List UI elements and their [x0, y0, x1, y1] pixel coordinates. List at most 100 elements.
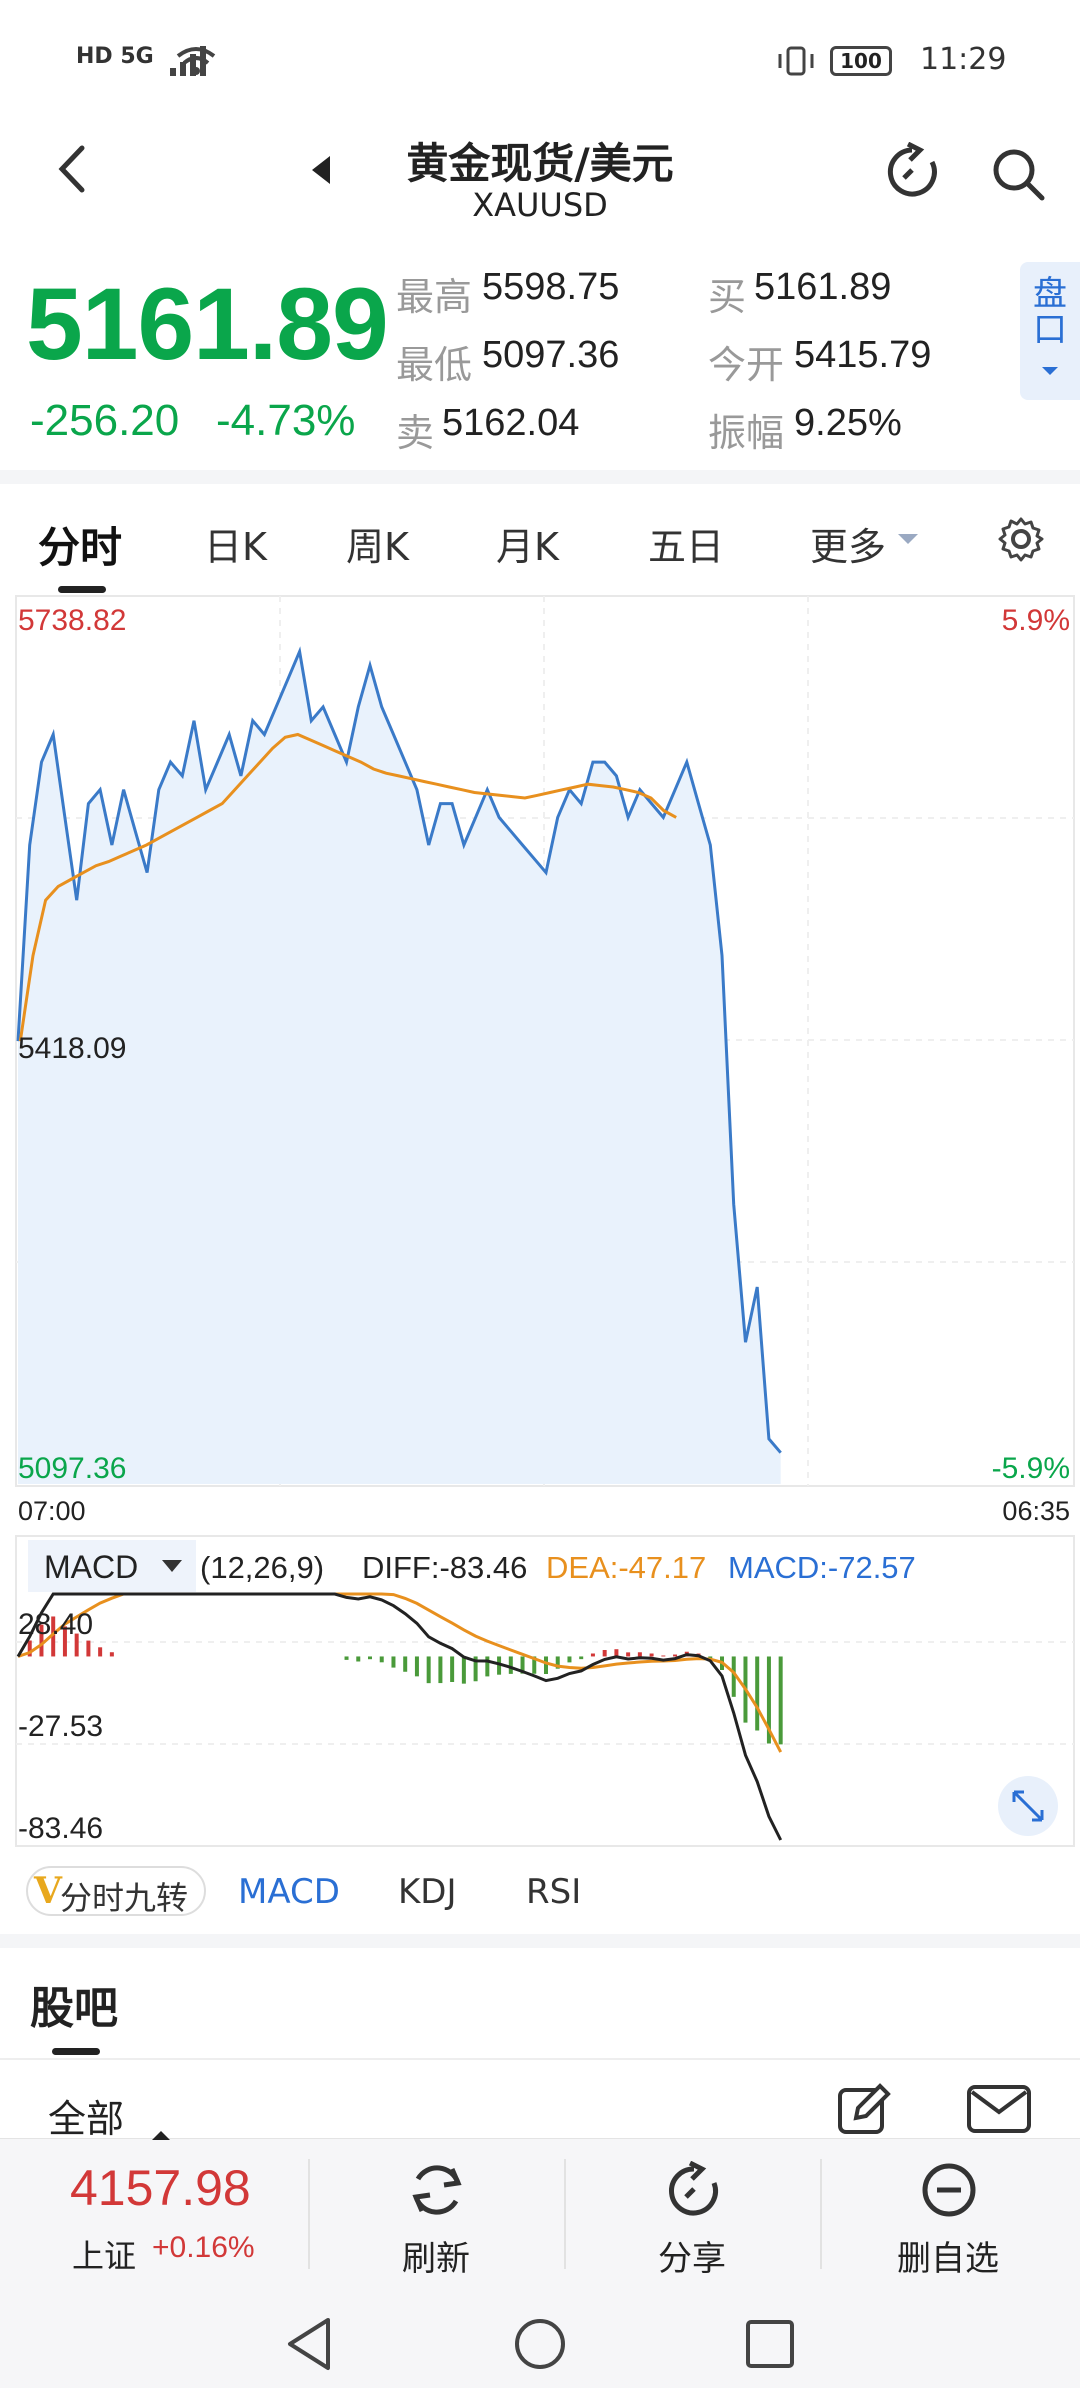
x-axis-end-label: 06:35 — [1002, 1496, 1070, 1526]
amplitude-label: 振幅 — [708, 411, 785, 455]
sell-value: 5162.04 — [442, 402, 580, 444]
caret-down-icon — [1042, 367, 1058, 375]
remove-favorite-label: 删自选 — [897, 2239, 999, 2279]
buy-label: 买 — [708, 275, 747, 319]
battery-icon: 100 — [830, 46, 892, 76]
refresh-icon — [412, 2165, 462, 2215]
current-price: 5161.89 — [26, 267, 389, 381]
divider — [0, 1934, 1080, 1948]
guba-filter-all[interactable]: 全部 — [48, 2097, 125, 2141]
index-change: +0.16% — [152, 2231, 255, 2264]
pankou-label: 盘口 — [1033, 274, 1067, 350]
nav-home-icon[interactable] — [512, 2316, 568, 2372]
refresh-button[interactable]: 刷新 — [336, 2139, 536, 2299]
index-value[interactable]: 4157.98 — [70, 2160, 251, 2216]
system-nav-bar — [0, 2298, 1080, 2388]
vibrate-icon — [778, 46, 814, 76]
divider — [0, 2058, 1080, 2060]
divider — [564, 2159, 566, 2269]
price-line — [16, 646, 782, 1454]
share-button[interactable]: 分享 — [592, 2139, 792, 2299]
y-axis-mid-label: 5418.09 — [18, 1032, 126, 1065]
macd-diff: DIFF:-83.46 — [362, 1550, 527, 1585]
back-icon[interactable] — [54, 144, 90, 194]
minus-circle-icon — [922, 2163, 976, 2217]
pankou-button[interactable]: 盘口 — [1020, 262, 1080, 400]
nine-turn-label: 分时九转 — [60, 1879, 189, 1917]
refresh-label: 刷新 — [402, 2239, 470, 2279]
macd-selector[interactable]: MACD — [44, 1549, 138, 1585]
price-area — [18, 651, 781, 1484]
header: 黄金现货/美元 XAUUSD — [0, 120, 1080, 250]
macd-chart: MACD (12,26,9) DIFF:-83.46 DEA:-47.17 MA… — [15, 1535, 1075, 1847]
remove-favorite-button[interactable]: 删自选 — [848, 2139, 1048, 2299]
macd-y-top: 28.40 — [18, 1608, 93, 1641]
divider — [820, 2159, 822, 2269]
amplitude-value: 9.25% — [794, 402, 902, 444]
macd-y-bottom: -83.46 — [18, 1812, 103, 1845]
average-line — [18, 732, 677, 1042]
price-change-pct: -4.73% — [216, 396, 356, 445]
tab-monthly-k[interactable]: 月K — [496, 525, 559, 569]
open-label: 今开 — [708, 343, 785, 387]
price-marks — [16, 646, 782, 1484]
macd-y-mid: -27.53 — [18, 1710, 103, 1743]
tab-indicator — [58, 586, 106, 593]
network-indicator: HD 5G — [76, 44, 154, 69]
divider — [0, 470, 1080, 484]
price-change: -256.20 — [30, 396, 180, 445]
share-icon — [669, 2161, 718, 2216]
gear-icon[interactable] — [998, 516, 1044, 562]
indicator-tab-rsi[interactable]: RSI — [526, 1872, 582, 1912]
indicator-tabs: V 分时九转 MACD KDJ RSI — [0, 1850, 1080, 1934]
macd-caret-icon — [162, 1560, 182, 1572]
more-caret-icon — [898, 534, 918, 544]
status-bar: HD 5G 100 11:29 — [0, 0, 1080, 120]
x-axis-start-label: 07:00 — [18, 1496, 86, 1526]
guba-indicator — [52, 2048, 100, 2055]
tab-daily-k[interactable]: 日K — [204, 525, 267, 569]
y-axis-top-label: 5738.82 — [18, 604, 126, 637]
wifi-icon — [176, 47, 216, 75]
edit-icon[interactable] — [836, 2080, 892, 2136]
nav-recents-icon[interactable] — [744, 2318, 796, 2370]
price-chart: 5738.82 5.9% 5418.09 5097.36 -5.9% 07:00… — [15, 595, 1075, 1526]
search-icon[interactable] — [990, 146, 1046, 202]
divider — [308, 2159, 310, 2269]
macd-dea: DEA:-47.17 — [546, 1550, 706, 1585]
share-label: 分享 — [658, 2239, 726, 2279]
low-label: 最低 — [396, 343, 473, 387]
nine-turn-button[interactable]: V 分时九转 — [26, 1866, 206, 1917]
v-icon: V — [34, 1870, 62, 1912]
sell-label: 卖 — [396, 411, 435, 455]
period-tabs: 分时 日K 周K 月K 五日 更多 — [0, 484, 1080, 594]
open-value: 5415.79 — [794, 334, 932, 376]
dea-line — [17, 1592, 783, 1753]
tab-intraday[interactable]: 分时 — [38, 523, 123, 572]
diff-line — [16, 1592, 783, 1841]
macd-marks — [16, 1592, 783, 1841]
indicator-tab-macd[interactable]: MACD — [238, 1872, 340, 1912]
macd-frame — [15, 1535, 1075, 1847]
mail-icon[interactable] — [966, 2084, 1032, 2134]
tab-more[interactable]: 更多 — [810, 525, 887, 569]
nav-back-icon[interactable] — [284, 2316, 336, 2372]
bottom-bar: 4157.98 上证 +0.16% 刷新 分享 删自选 — [0, 2131, 1080, 2299]
up-caret-icon — [152, 2131, 170, 2140]
tab-weekly-k[interactable]: 周K — [346, 525, 409, 569]
share-icon[interactable] — [882, 142, 942, 202]
guba-title: 股吧 — [30, 1983, 118, 2034]
macd-value: MACD:-72.57 — [728, 1550, 916, 1585]
buy-value: 5161.89 — [754, 266, 892, 308]
pct-axis-top-label: 5.9% — [1002, 604, 1070, 637]
clock: 11:29 — [920, 42, 1007, 77]
expand-icon — [1012, 1790, 1044, 1822]
macd-params: (12,26,9) — [200, 1550, 324, 1585]
y-axis-bottom-label: 5097.36 — [18, 1452, 126, 1485]
prev-arrow-icon[interactable] — [310, 154, 334, 186]
tab-five-day[interactable]: 五日 — [648, 525, 725, 569]
low-value: 5097.36 — [482, 334, 620, 376]
page-title: 黄金现货/美元 — [406, 139, 674, 188]
page-subtitle: XAUUSD — [472, 186, 608, 224]
indicator-tab-kdj[interactable]: KDJ — [398, 1872, 457, 1912]
